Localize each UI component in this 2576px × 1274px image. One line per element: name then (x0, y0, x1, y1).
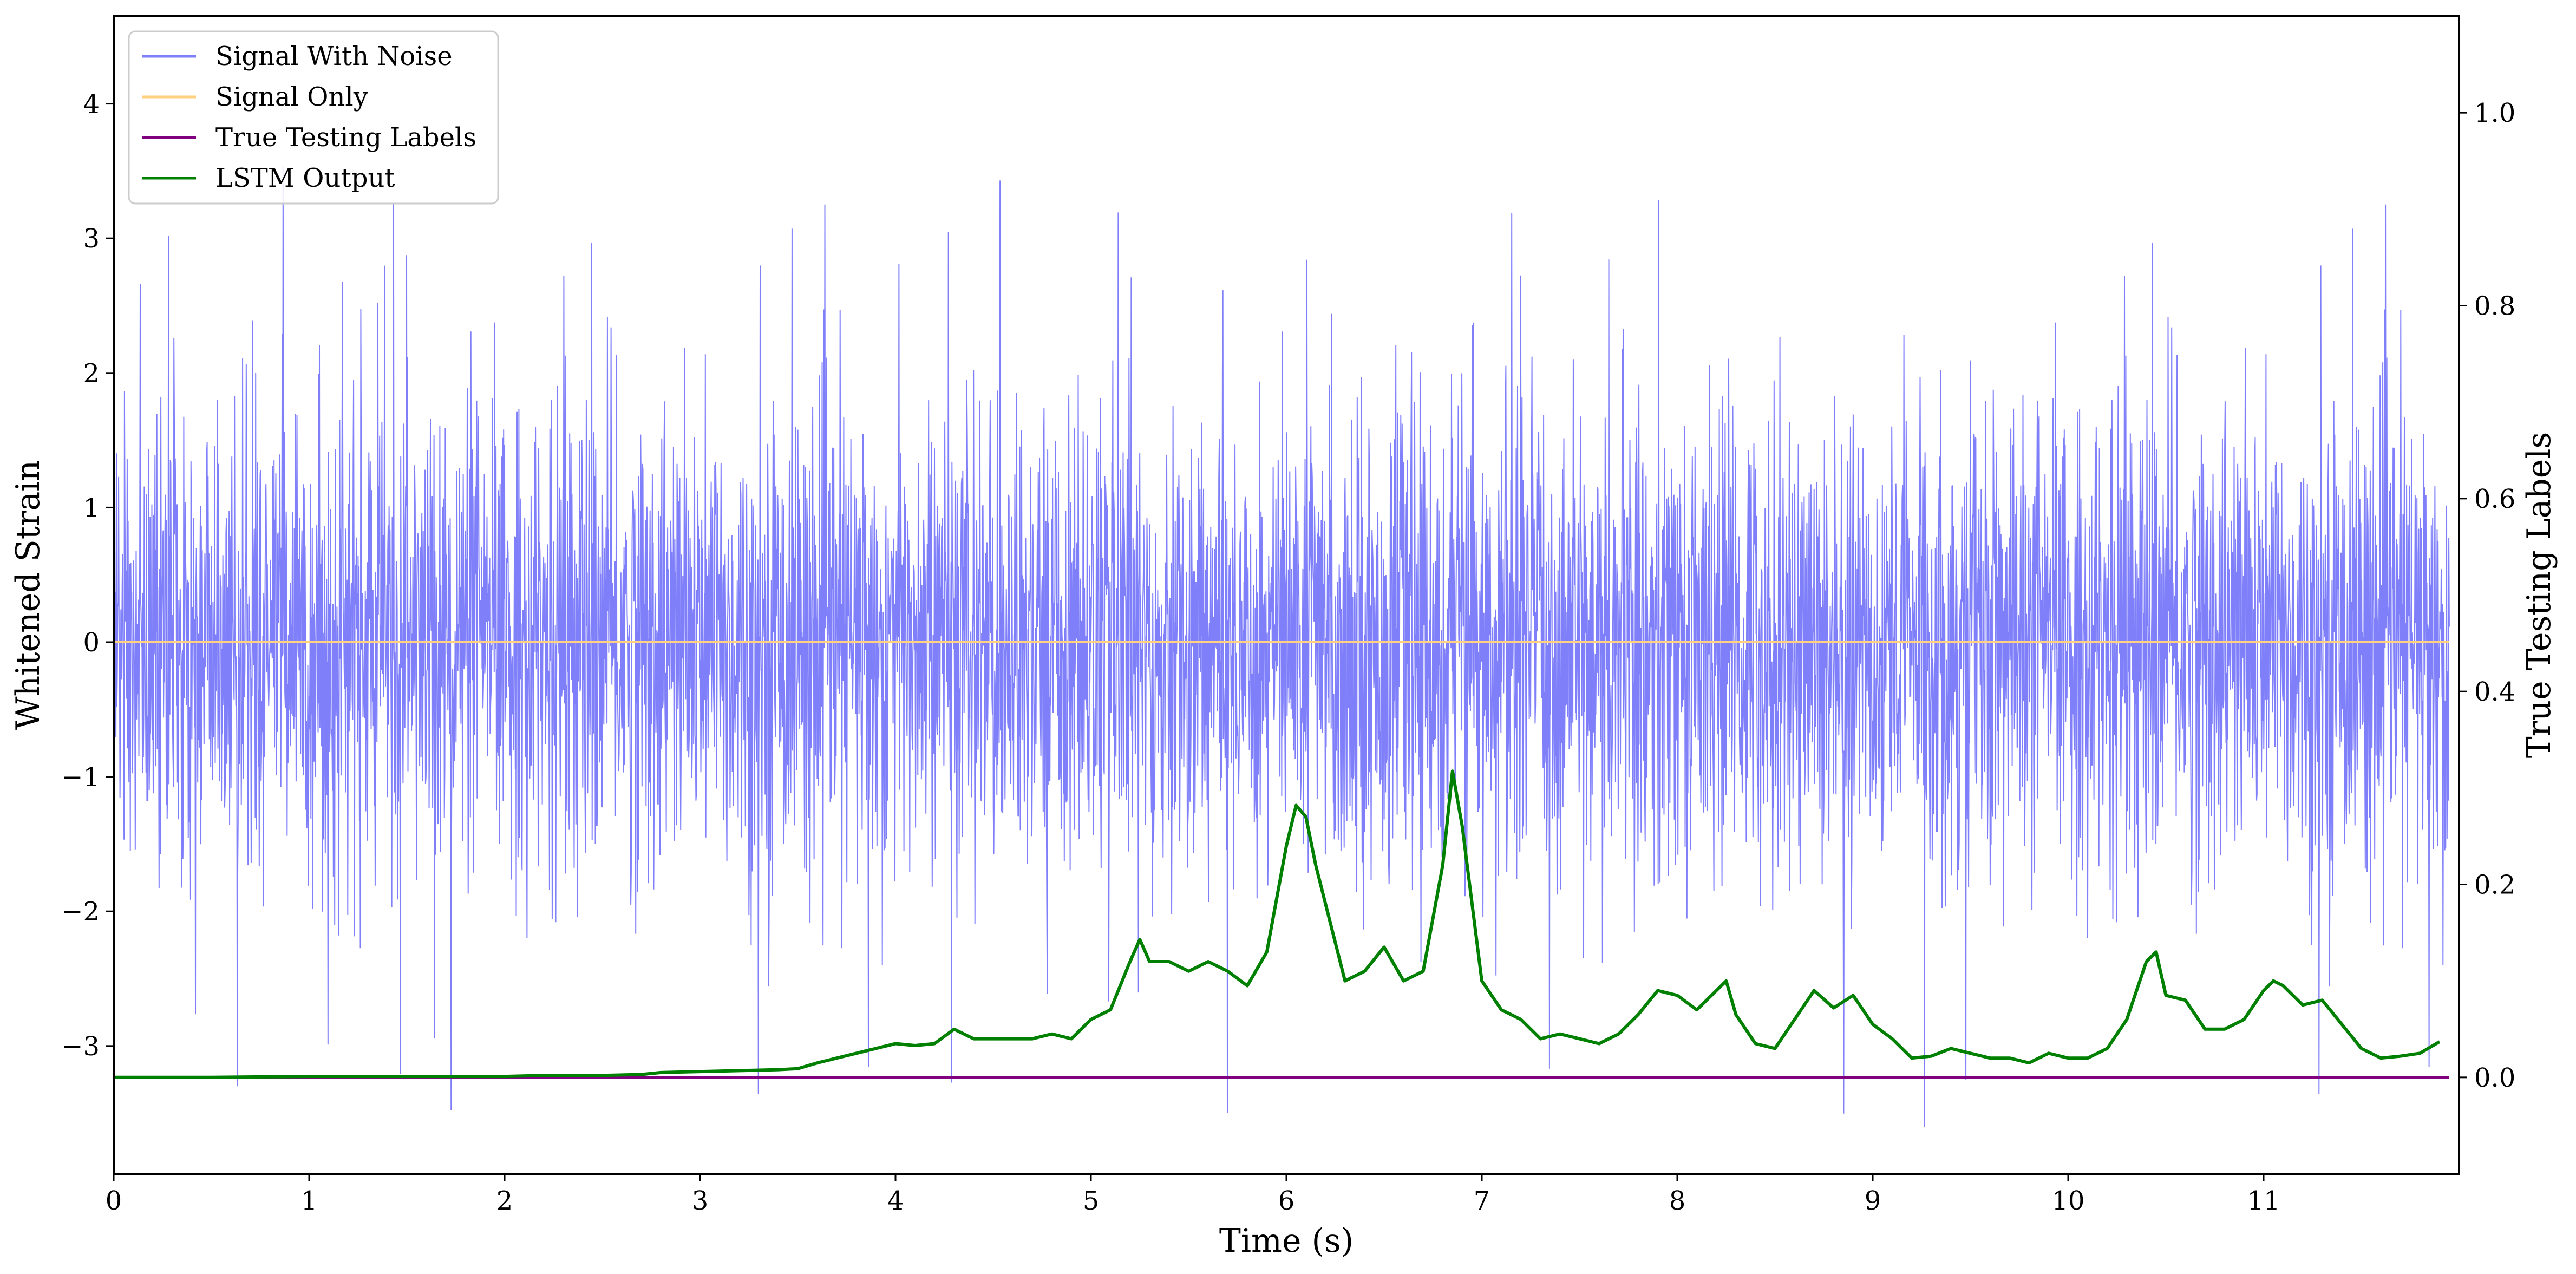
y-tick-label: −2 (61, 897, 100, 927)
legend-label-lstm-output: LSTM Output (215, 163, 395, 193)
x-tick-label: 4 (887, 1186, 904, 1216)
lstm-output-line (114, 769, 2441, 1079)
y2-tick-label: 1.0 (2474, 98, 2515, 128)
x-tick-label: 5 (1083, 1186, 1100, 1216)
y-tick-label: 0 (83, 628, 100, 658)
x-tick-label: 11 (2247, 1186, 2280, 1216)
y-tick-label: −3 (61, 1031, 100, 1062)
x-axis: 0 1 2 3 4 5 6 7 8 9 10 11 (106, 1174, 2280, 1216)
x-tick-label: 1 (301, 1186, 318, 1216)
y2-tick-label: 0.6 (2474, 484, 2515, 514)
y2-tick-label: 0.0 (2474, 1063, 2515, 1093)
y2-tick-label: 0.4 (2474, 677, 2515, 707)
y-tick-label: 4 (83, 89, 100, 120)
plot-area (114, 166, 2450, 1127)
legend: Signal With Noise Signal Only True Testi… (128, 30, 499, 205)
x-tick-label: 2 (496, 1186, 513, 1216)
y-tick-label: −1 (61, 762, 100, 793)
legend-label-signal-with-noise: Signal With Noise (215, 41, 453, 71)
x-tick-label: 7 (1474, 1186, 1490, 1216)
series-signal-with-noise (114, 166, 2450, 1127)
y2-tick-label: 0.8 (2474, 291, 2515, 322)
x-tick-label: 8 (1669, 1186, 1686, 1216)
series-lstm-output (114, 769, 2441, 1079)
y2-axis-title: True Testing Labels (2520, 432, 2558, 759)
y-tick-label: 2 (83, 358, 100, 389)
x-tick-label: 6 (1278, 1186, 1295, 1216)
y-tick-label: 1 (83, 493, 100, 523)
legend-label-true-testing-labels: True Testing Labels (215, 122, 476, 153)
y2-tick-label: 0.2 (2474, 870, 2515, 900)
legend-label-signal-only: Signal Only (215, 82, 368, 112)
legend-box (128, 30, 499, 205)
x-tick-label: 0 (106, 1186, 122, 1216)
x-tick-label: 10 (2051, 1186, 2084, 1216)
x-tick-label: 3 (692, 1186, 709, 1216)
y-axis-left: −3 −2 −1 0 1 2 3 4 (61, 89, 114, 1062)
y-axis-title: Whitened Strain (9, 460, 47, 730)
x-tick-label: 9 (1865, 1186, 1881, 1216)
y-tick-label: 3 (83, 224, 100, 254)
y-axis-right: 0.0 0.2 0.4 0.6 0.8 1.0 (2459, 98, 2515, 1093)
x-axis-title: Time (s) (1219, 1222, 1354, 1260)
